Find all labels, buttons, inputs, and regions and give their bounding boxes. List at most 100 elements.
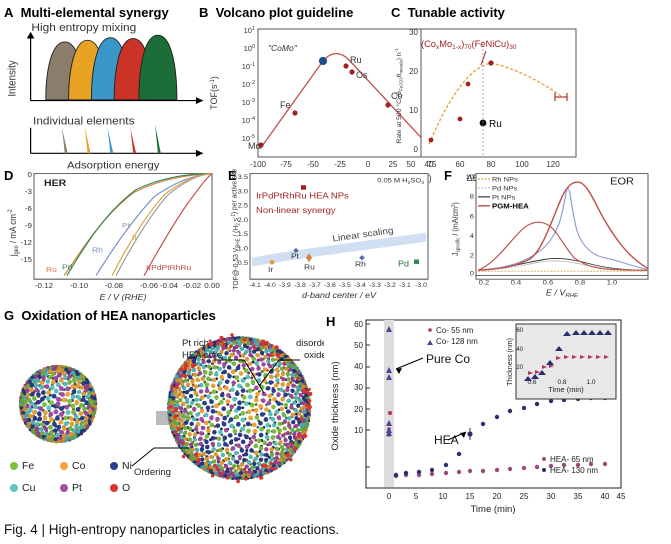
svg-text:30: 30 [354, 383, 363, 392]
svg-text:IrPdPtRhRu HEA NPs: IrPdPtRhRu HEA NPs [256, 191, 349, 200]
svg-text:Ru: Ru [304, 263, 315, 271]
svg-text:TOF@-0.53 VRHE / (H2 s-1) per: TOF@-0.53 VRHE / (H2 s-1) per active sit… [230, 169, 241, 290]
svg-text:0: 0 [414, 145, 419, 154]
svg-text:-3.8: -3.8 [294, 283, 306, 290]
svg-text:-3.0: -3.0 [415, 283, 427, 290]
svg-text:60: 60 [456, 160, 465, 169]
svg-text:Ir: Ir [268, 265, 274, 273]
svg-text:Ru: Ru [350, 55, 362, 65]
svg-text:-0.04: -0.04 [160, 282, 178, 290]
svg-text:-0.08: -0.08 [105, 282, 123, 290]
svg-text:80: 80 [487, 160, 496, 169]
svg-text:Ru: Ru [46, 265, 57, 273]
svg-text:45: 45 [617, 492, 626, 501]
svg-text:Pd NPs: Pd NPs [492, 185, 518, 193]
svg-text:Pt NPs: Pt NPs [492, 194, 516, 202]
svg-text:Time (min): Time (min) [548, 385, 584, 394]
svg-text:0: 0 [387, 492, 392, 501]
svg-text:40: 40 [601, 492, 610, 501]
svg-text:10-3: 10-3 [242, 98, 255, 107]
svg-text:Co- 128 nm: Co- 128 nm [436, 337, 478, 346]
svg-text:E / VRHE: E / VRHE [546, 288, 578, 299]
svg-text:Fe: Fe [280, 100, 291, 110]
svg-text:-15: -15 [20, 256, 32, 264]
svg-text:Pt: Pt [291, 252, 300, 260]
svg-text:Rh: Rh [92, 246, 103, 254]
svg-text:Pd: Pd [62, 263, 72, 271]
svg-text:-50: -50 [307, 160, 319, 169]
svg-text:F: F [444, 168, 452, 183]
svg-text:Pd: Pd [398, 259, 409, 268]
svg-text:6: 6 [470, 213, 474, 221]
svg-text:-12: -12 [20, 239, 32, 247]
svg-text:Co: Co [72, 460, 86, 472]
svg-text:0: 0 [28, 171, 32, 179]
svg-text:0.6: 0.6 [543, 279, 553, 287]
svg-text:High entropy mixing: High entropy mixing [31, 22, 136, 33]
svg-text:3.0: 3.0 [238, 188, 248, 196]
svg-text:4: 4 [470, 232, 474, 240]
svg-text:0.00: 0.00 [204, 282, 220, 290]
svg-text:E / V (RHE): E / V (RHE) [100, 292, 147, 301]
svg-text:jgeo / mA cm-2: jgeo / mA cm-2 [8, 209, 21, 257]
svg-text:Pt: Pt [72, 482, 82, 494]
svg-text:D: D [4, 168, 13, 183]
svg-text:Ru: Ru [489, 119, 502, 130]
svg-text:-3.6: -3.6 [324, 283, 336, 290]
svg-text:120: 120 [546, 160, 560, 169]
svg-text:-4.0: -4.0 [264, 283, 276, 290]
svg-text:Thickness (nm): Thickness (nm) [507, 338, 514, 386]
svg-text:10-4: 10-4 [242, 116, 255, 125]
svg-text:0: 0 [366, 160, 371, 169]
svg-text:0.8: 0.8 [575, 279, 585, 287]
svg-text:HEA: HEA [434, 433, 459, 447]
svg-text:-0.10: -0.10 [70, 282, 88, 290]
svg-text:1.0: 1.0 [607, 279, 617, 287]
svg-text:HEA- 130 nm: HEA- 130 nm [550, 466, 598, 475]
svg-text:20: 20 [516, 365, 523, 371]
svg-text:Fe: Fe [22, 460, 34, 472]
svg-text:50: 50 [354, 341, 363, 350]
svg-text:d-band center / eV: d-band center / eV [302, 290, 377, 299]
svg-text:-3.5: -3.5 [339, 283, 351, 290]
svg-text:0: 0 [470, 270, 474, 278]
svg-text:30: 30 [547, 492, 556, 501]
svg-text:HEA- 65 nm: HEA- 65 nm [550, 455, 594, 464]
svg-text:60: 60 [516, 328, 523, 334]
svg-text:-3.9: -3.9 [279, 283, 291, 290]
svg-text:Ni: Ni [122, 460, 132, 472]
svg-text:20: 20 [409, 67, 418, 76]
svg-text:10: 10 [466, 173, 474, 181]
svg-text:Os: Os [356, 70, 368, 80]
svg-text:100: 100 [515, 160, 529, 169]
svg-text:-6: -6 [25, 205, 32, 213]
svg-text:-9: -9 [25, 222, 32, 230]
svg-text:10-1: 10-1 [242, 62, 255, 71]
svg-text:H: H [326, 316, 335, 329]
svg-text:3.5: 3.5 [238, 173, 248, 181]
svg-text:Individual elements: Individual elements [33, 116, 135, 127]
svg-text:-3: -3 [25, 188, 32, 196]
svg-text:-25: -25 [334, 160, 346, 169]
svg-text:-0.02: -0.02 [183, 282, 201, 290]
svg-text:Time (min): Time (min) [470, 504, 515, 515]
svg-text:-75: -75 [280, 160, 292, 169]
svg-text:40: 40 [516, 347, 523, 353]
svg-text:20: 20 [493, 492, 502, 501]
svg-text:60: 60 [354, 320, 363, 329]
svg-text:Intensity: Intensity [7, 60, 19, 97]
svg-text:IrPdPtRhRu: IrPdPtRhRu [146, 264, 191, 272]
svg-text:0.4: 0.4 [511, 279, 521, 287]
svg-text:30: 30 [409, 28, 418, 37]
svg-text:100: 100 [244, 44, 255, 53]
svg-text:EOR: EOR [610, 177, 634, 187]
svg-text:101: 101 [244, 26, 255, 35]
svg-text:TOF(s-1): TOF(s-1) [209, 76, 219, 110]
svg-text:10: 10 [409, 106, 418, 115]
svg-text:15: 15 [466, 492, 475, 501]
svg-text:Co- 55 nm: Co- 55 nm [436, 326, 474, 335]
svg-text:40: 40 [354, 362, 363, 371]
svg-text:Non-linear synergy: Non-linear synergy [256, 205, 336, 214]
svg-text:-0.12: -0.12 [35, 282, 53, 290]
svg-text:0.2: 0.2 [479, 279, 489, 287]
